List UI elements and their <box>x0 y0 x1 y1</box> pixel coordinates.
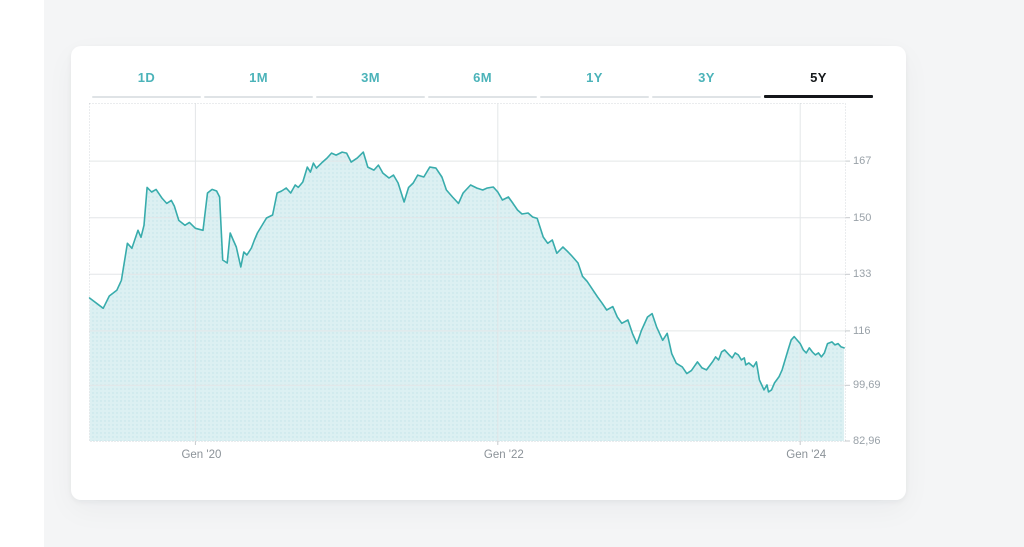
tab-underline <box>316 96 425 98</box>
tab-underline <box>428 96 537 98</box>
tab-1y[interactable]: 1Y <box>540 60 649 98</box>
y-tick-label: 133 <box>853 268 872 281</box>
y-tick-label: 99,69 <box>853 379 881 392</box>
y-tick-label: 116 <box>853 324 871 337</box>
tab-underline <box>92 96 201 98</box>
period-tabs: 1D 1M 3M 6M 1Y 3Y 5Y <box>92 60 873 98</box>
page-left-margin <box>0 0 44 547</box>
tab-1m[interactable]: 1M <box>204 60 313 98</box>
tab-label: 1M <box>249 70 268 85</box>
tab-label: 5Y <box>810 70 827 85</box>
y-tick-label: 150 <box>853 211 872 224</box>
tab-3m[interactable]: 3M <box>316 60 425 98</box>
y-tick-label: 167 <box>853 155 872 168</box>
y-tick-label: 82,96 <box>853 435 881 447</box>
x-tick-label: Gen '22 <box>483 449 524 461</box>
tab-3y[interactable]: 3Y <box>652 60 761 98</box>
x-tick-label: Gen '24 <box>786 449 827 461</box>
tab-label: 3Y <box>698 70 715 85</box>
chart-card <box>71 46 906 500</box>
tab-underline <box>764 95 873 98</box>
tab-label: 3M <box>361 70 380 85</box>
tab-label: 1Y <box>586 70 603 85</box>
tab-underline <box>540 96 649 98</box>
tab-6m[interactable]: 6M <box>428 60 537 98</box>
tab-underline <box>204 96 313 98</box>
tab-label: 6M <box>473 70 492 85</box>
tab-underline <box>652 96 761 98</box>
tab-1d[interactable]: 1D <box>92 60 201 98</box>
tab-5y[interactable]: 5Y <box>764 60 873 98</box>
tab-label: 1D <box>137 70 156 85</box>
x-tick-label: Gen '20 <box>181 449 222 461</box>
